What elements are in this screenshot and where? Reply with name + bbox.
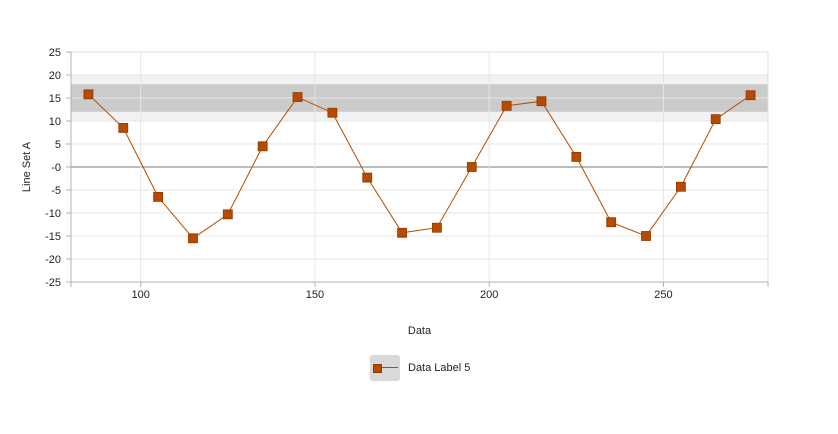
x-tick-label: 250 — [654, 289, 672, 301]
data-point-marker — [153, 191, 164, 202]
legend-label: Data Label 5 — [408, 362, 471, 374]
data-point-marker — [606, 217, 617, 228]
y-tick-label: 5 — [55, 139, 61, 151]
data-point-marker — [501, 100, 512, 111]
x-tick-label: 200 — [480, 289, 498, 301]
data-point-marker — [675, 181, 686, 192]
x-tick-label: 150 — [306, 289, 324, 301]
y-tick-label: 10 — [49, 116, 61, 128]
data-point-marker — [257, 141, 268, 152]
data-point-marker — [571, 151, 582, 162]
y-tick-label: 15 — [49, 93, 61, 105]
y-axis-title: Line Set A — [21, 141, 33, 192]
data-point-marker — [118, 123, 129, 133]
ticks-layer: -25 -20 -15 -10 -5 -0 5 10 15 20 25 100 150 200 250 — [45, 47, 673, 301]
legend[interactable]: Data Label 5 — [370, 355, 470, 381]
data-point-marker — [362, 172, 373, 183]
data-point-marker — [466, 162, 477, 172]
y-tick-label: -25 — [45, 277, 61, 289]
legend-swatch[interactable] — [370, 355, 400, 381]
data-point-marker — [188, 233, 198, 244]
x-axis-title: Data — [408, 325, 432, 337]
y-tick-label: -0 — [51, 162, 61, 174]
y-tick-label: 25 — [49, 47, 61, 59]
series-line — [88, 93, 751, 239]
series-layer — [83, 89, 756, 244]
y-tick-label: -5 — [51, 185, 61, 197]
y-tick-label: -15 — [45, 231, 61, 243]
y-tick-label: -20 — [45, 254, 61, 266]
data-point-marker — [641, 231, 651, 241]
data-point-marker — [327, 107, 338, 118]
legend-line-icon — [373, 367, 398, 368]
data-point-marker — [397, 227, 407, 238]
legend-square-marker-icon — [373, 364, 382, 373]
data-point-marker — [710, 114, 721, 125]
data-point-marker — [292, 92, 303, 102]
grid-layer — [71, 51, 768, 283]
data-point-marker — [222, 209, 233, 220]
data-point-marker — [83, 89, 94, 100]
x-tick-label: 100 — [132, 289, 150, 301]
y-tick-label: 20 — [49, 70, 61, 82]
data-point-marker — [745, 90, 756, 101]
y-tick-label: -10 — [45, 208, 61, 220]
data-point-marker — [432, 222, 442, 233]
data-point-marker — [536, 96, 547, 107]
